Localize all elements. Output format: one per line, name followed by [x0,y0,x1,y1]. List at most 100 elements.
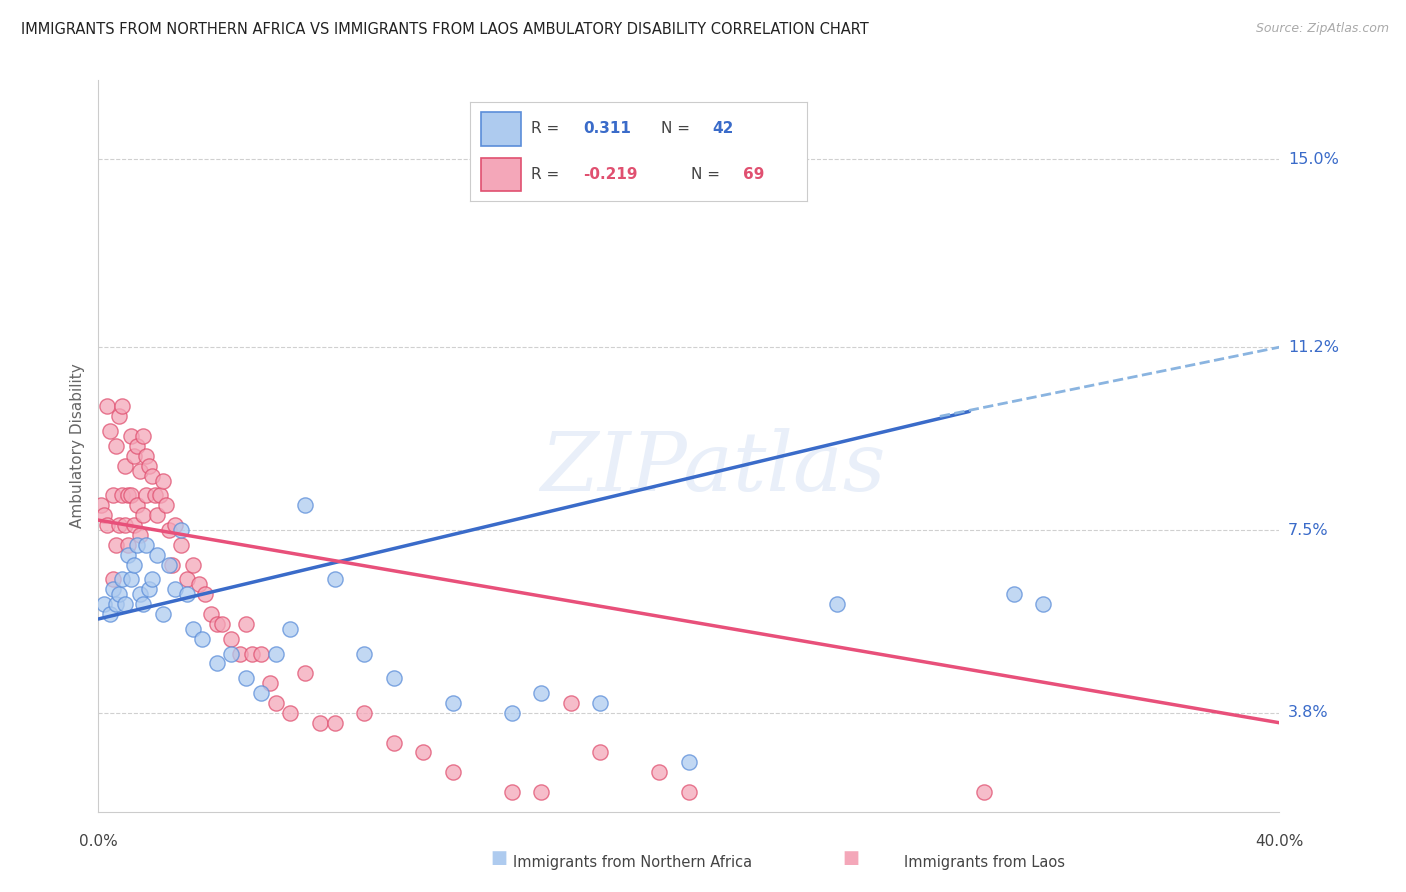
Point [278,622,302,636]
Point [205,657,228,671]
Point [678,785,700,799]
Point [108,518,131,533]
Point [105,439,128,453]
Point [120,429,142,443]
Point [105,538,128,552]
Point [530,785,553,799]
Text: 69: 69 [744,167,765,182]
Point [114,458,136,473]
Point [278,706,302,720]
Text: ZIPatlas: ZIPatlas [540,428,886,508]
Point [309,715,332,730]
Point [412,746,434,760]
Point [176,587,198,601]
Point [141,573,163,587]
Point [235,616,257,631]
Text: Immigrants from Laos: Immigrants from Laos [904,855,1064,870]
Point [125,498,148,512]
Point [138,582,160,597]
Text: R =: R = [531,167,564,182]
Point [264,647,287,661]
Point [165,582,187,597]
Text: ■: ■ [491,849,508,867]
Point [152,607,174,621]
Point [382,735,405,749]
Bar [481,112,522,145]
Point [108,409,131,424]
Point [560,696,582,710]
Text: 11.2%: 11.2% [1288,340,1339,355]
Point [530,686,553,700]
Point [90,498,112,512]
Text: N =: N = [661,121,695,136]
Point [135,538,157,552]
Point [170,523,193,537]
Point [200,607,222,621]
Point [117,548,139,562]
Text: IMMIGRANTS FROM NORTHERN AFRICA VS IMMIGRANTS FROM LAOS AMBULATORY DISABILITY CO: IMMIGRANTS FROM NORTHERN AFRICA VS IMMIG… [21,22,869,37]
Point [122,449,145,463]
Point [128,464,150,478]
Point [122,518,145,533]
Point [138,458,160,473]
Point [191,632,214,646]
Point [441,765,464,780]
Point [120,488,142,502]
Point [157,523,180,537]
Point [125,538,148,552]
Point [98,607,121,621]
Point [589,746,612,760]
Point [132,508,155,523]
Point [103,488,125,502]
Text: 0.311: 0.311 [583,121,631,136]
Point [219,632,242,646]
Point [259,676,281,690]
Point [165,518,187,533]
Point [501,785,523,799]
Point [382,671,405,685]
Point [93,508,115,523]
Point [181,622,204,636]
Point [323,715,346,730]
Point [1032,597,1054,611]
Point [294,666,316,681]
Point [111,488,134,502]
Point [155,498,177,512]
Point [648,765,671,780]
Point [219,647,242,661]
Text: R =: R = [531,121,564,136]
Y-axis label: Ambulatory Disability: Ambulatory Disability [69,364,84,528]
Point [103,573,125,587]
Text: ■: ■ [842,849,859,867]
Point [353,647,375,661]
Point [152,474,174,488]
Point [114,597,136,611]
Point [240,647,263,661]
Point [128,587,150,601]
Point [678,756,700,770]
Point [235,671,257,685]
Point [229,647,252,661]
Text: 15.0%: 15.0% [1288,152,1339,167]
Point [117,538,139,552]
Point [1002,587,1025,601]
Point [98,424,121,438]
Point [114,518,136,533]
Point [103,582,125,597]
Point [108,587,131,601]
Point [128,528,150,542]
Point [205,616,228,631]
Point [170,538,193,552]
Text: Source: ZipAtlas.com: Source: ZipAtlas.com [1256,22,1389,36]
Point [353,706,375,720]
Point [120,573,142,587]
Text: -0.219: -0.219 [583,167,638,182]
Point [125,439,148,453]
Point [96,518,118,533]
Point [96,400,118,414]
Point [825,597,848,611]
Text: Immigrants from Northern Africa: Immigrants from Northern Africa [513,855,752,870]
Point [194,587,217,601]
Text: 0.0%: 0.0% [79,834,118,848]
Point [111,400,134,414]
